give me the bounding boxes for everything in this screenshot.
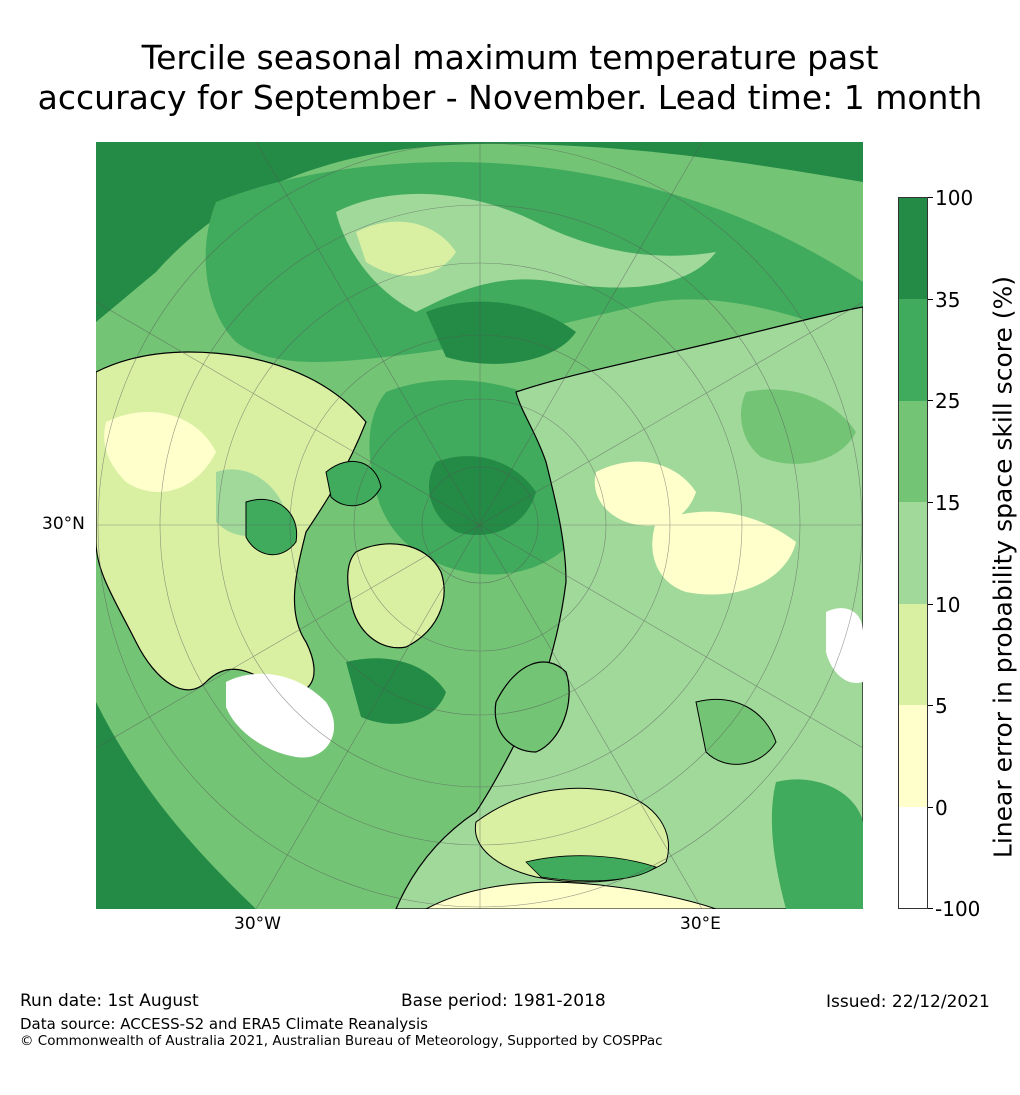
colorbar-tick-label: 0 [935,796,948,820]
colorbar-band-35-100 [899,198,927,300]
polar-skill-map [96,142,863,909]
latitude-label-30n: 30°N [42,514,85,534]
colorbar-tick-label: 35 [935,288,961,312]
pacific-dark-patch [426,301,576,364]
colorbar-tick-mark [928,197,933,198]
chart-title: Tercile seasonal maximum temperature pas… [0,38,1020,118]
siberia-cream [594,461,696,526]
east-asia-green [741,389,856,464]
arctic-center [428,456,536,536]
atlantic-white-patch [226,673,335,758]
colorbar-label: Linear error in probability space skill … [988,275,1018,859]
scandinavia [494,661,570,753]
colorbar-tick-mark [928,502,933,503]
colorbar-tick-label: 15 [935,491,961,515]
canadian-archipelago [325,460,382,507]
colorbar-tick-mark [928,705,933,706]
colorbar-band-10-15 [899,502,927,604]
title-line-2: accuracy for September - November. Lead … [37,78,983,117]
longitude-label-30w: 30°W [234,914,281,934]
central-asia-cream [652,511,796,595]
colorbar-tick-label: 25 [935,389,961,413]
title-line-1: Tercile seasonal maximum temperature pas… [141,38,879,77]
colorbar-tick-label: 5 [935,694,948,718]
hudson-bay [245,498,298,556]
data-source: Data source: ACCESS-S2 and ERA5 Climate … [20,1015,428,1033]
issued-date: Issued: 22/12/2021 [826,992,990,1012]
copyright: © Commonwealth of Australia 2021, Austra… [20,1033,663,1049]
colorbar [898,197,928,909]
india-green [771,779,863,909]
run-date: Run date: 1st August [20,991,199,1011]
colorbar-tick-label: -100 [935,897,981,921]
colorbar-tick-mark [928,604,933,605]
colorbar-band-5-10 [899,603,927,706]
colorbar-band-neg100-0 [899,806,927,908]
outer-ocean-dark-sw [96,702,256,909]
graticule [96,142,863,909]
colorbar-tick-mark [928,908,933,909]
north-atlantic-dark [346,658,446,724]
base-period: Base period: 1981-2018 [401,991,606,1011]
longitude-label-30e: 30°E [680,914,721,934]
colorbar-tick-label: 10 [935,593,961,617]
colorbar-tick-label: 100 [935,186,974,210]
pacific-pale-band [336,193,716,312]
na-cream-patch [104,412,216,492]
colorbar-band-15-25 [899,400,927,503]
mediterranean [525,855,657,882]
china-white [826,608,863,683]
colorbar-tick-mark [928,299,933,300]
meridian-line-60e [255,142,703,909]
colorbar-tick-mark [928,807,933,808]
colorbar-tick-mark [928,400,933,401]
pacific-yellow-patch [356,221,456,276]
colorbar-band-25-35 [899,299,927,401]
greenland [347,543,445,649]
africa-north [425,881,717,909]
colorbar-band-0-5 [899,705,927,807]
caspian-region [695,698,777,765]
outer-ocean-dark [96,142,863,322]
